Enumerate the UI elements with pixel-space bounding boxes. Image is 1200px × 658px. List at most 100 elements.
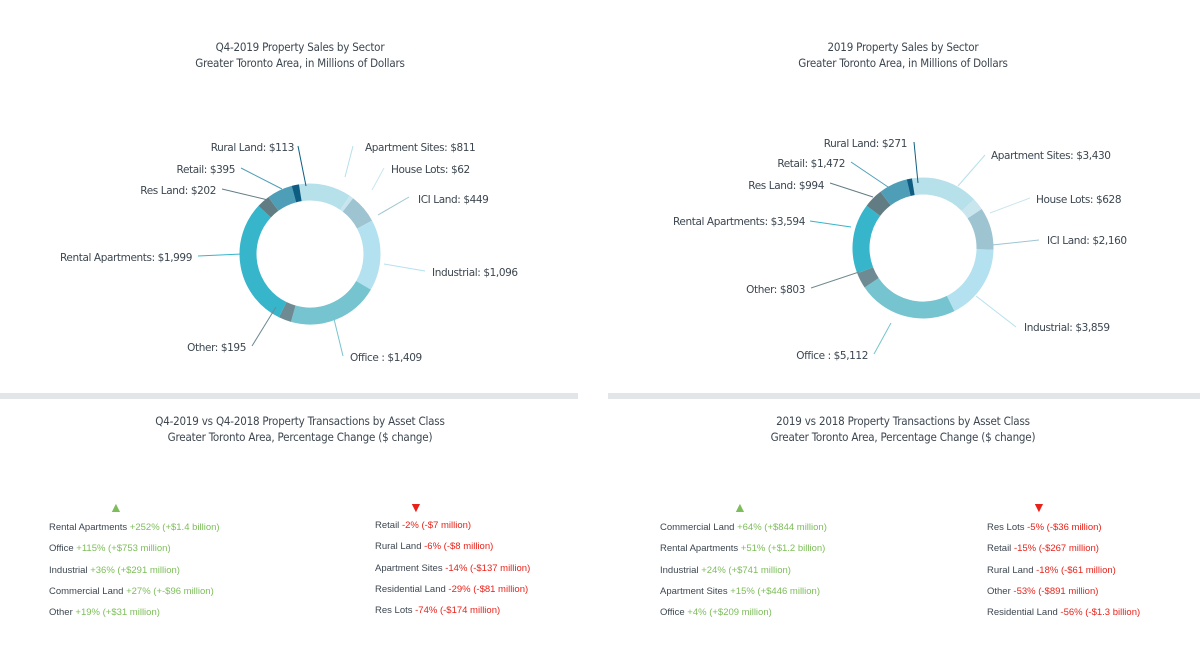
donut-slice-res-land <box>866 191 891 217</box>
donut-slice-ici-land <box>342 198 373 230</box>
slice-label: Industrial: $1,096 <box>432 267 518 279</box>
list-item: Retail -2% (-$7 million) <box>375 520 530 541</box>
leader-line <box>377 196 410 216</box>
leader-line <box>957 154 986 187</box>
section-divider <box>0 393 578 399</box>
asset-class-name: Retail <box>987 543 1012 555</box>
slice-label: House Lots: $62 <box>391 164 470 176</box>
leader-line <box>371 167 385 191</box>
leader-line <box>251 306 277 347</box>
donut-slice-rental-apartments <box>852 205 881 274</box>
asset-class-name: Rural Land <box>375 541 422 553</box>
donut-slice-office <box>290 280 371 325</box>
asset-class-name: Office <box>49 543 74 555</box>
chart-title: 2019 Property Sales by Sector <box>827 40 979 54</box>
list-item: Commercial Land +27% (+-$96 million) <box>49 586 220 607</box>
list-item: Residential Land -56% (-$1.3 billion) <box>987 607 1140 628</box>
change-value: -15% (-$267 million) <box>1013 543 1099 555</box>
change-value: -56% (-$1.3 billion) <box>1060 607 1141 619</box>
slice-label: Rental Apartments: $3,594 <box>673 216 806 228</box>
panel-title-block: 2019 vs 2018 Property Transactions by As… <box>606 413 1200 445</box>
leader-line <box>873 322 892 355</box>
asset-class-name: Industrial <box>49 564 88 576</box>
asset-class-name: Industrial <box>660 564 699 576</box>
slice-label: Office : $5,112 <box>796 350 868 362</box>
list-item: Res Lots -74% (-$174 million) <box>375 605 530 626</box>
change-value: +252% (+$1.4 billion) <box>129 522 220 533</box>
chart-subtitle: Greater Toronto Area, in Millions of Dol… <box>798 56 1008 70</box>
leader-line <box>297 145 307 187</box>
slice-label: Office : $1,409 <box>350 352 422 364</box>
change-value: -74% (-$174 million) <box>415 605 501 617</box>
leader-line <box>240 167 283 190</box>
list-item: Retail -15% (-$267 million) <box>987 543 1140 564</box>
chart-title-block: 2019 Property Sales by Sector Greater To… <box>606 39 1200 71</box>
leader-line <box>989 197 1031 214</box>
change-value: +27% (+-$96 million) <box>126 585 214 597</box>
panel-title: Q4-2019 vs Q4-2018 Property Transactions… <box>155 414 445 428</box>
leader-line <box>810 271 860 289</box>
change-value: -29% (-$81 million) <box>448 583 529 595</box>
asset-class-name: Commercial Land <box>49 585 124 597</box>
leader-line <box>383 263 426 272</box>
leader-line <box>221 188 269 201</box>
asset-class-name: Residential Land <box>375 583 446 595</box>
increase-list: Rental Apartments +252% (+$1.4 billion) … <box>49 522 220 628</box>
change-value: +115% (+$753 million) <box>76 543 171 555</box>
donut-slice-industrial <box>946 248 994 312</box>
slice-label: Industrial: $3,859 <box>1024 322 1110 334</box>
change-value: -6% (-$8 million) <box>424 541 494 553</box>
slice-label: Res Land: $202 <box>140 185 216 197</box>
chart-subtitle: Greater Toronto Area, in Millions of Dol… <box>195 56 405 70</box>
slice-label: Retail: $395 <box>177 164 235 176</box>
list-item: Office +115% (+$753 million) <box>49 543 220 564</box>
slice-label: ICI Land: $449 <box>418 194 488 206</box>
donut-chart: Apartment Sites: $3,430 House Lots: $628 I… <box>673 138 1127 362</box>
donut-slice-rural-land <box>291 184 302 203</box>
asset-class-name: Rental Apartments <box>660 543 739 555</box>
list-item: Apartment Sites +15% (+$446 million) <box>660 586 827 607</box>
asset-class-name: Other <box>987 585 1011 597</box>
slice-label: Apartment Sites: $811 <box>365 142 475 154</box>
donut-slice-house-lots <box>961 199 982 219</box>
list-item: Rural Land -18% (-$61 million) <box>987 565 1140 586</box>
list-item: Other +19% (+$31 million) <box>49 607 220 628</box>
slice-label: Rural Land: $113 <box>211 142 294 154</box>
donut-slice-retail <box>880 179 912 206</box>
leader-line <box>913 141 919 184</box>
change-value: -2% (-$7 million) <box>401 520 472 531</box>
slice-label: Res Land: $994 <box>748 180 824 192</box>
panel-title: 2019 vs 2018 Property Transactions by As… <box>776 414 1030 428</box>
change-value: +64% (+$844 million) <box>737 522 827 533</box>
donut-slice-apartment-sites <box>911 177 974 212</box>
donut-slice-rural-land <box>906 178 915 196</box>
list-item: Residential Land -29% (-$81 million) <box>375 584 530 605</box>
change-value: +4% (+$209 million) <box>687 607 772 619</box>
decrease-list: Retail -2% (-$7 million) Rural Land -6% … <box>375 520 530 626</box>
donut-panel-q4-2019: Q4-2019 Property Sales by Sector Greater… <box>0 0 600 390</box>
asset-class-name: Res Lots <box>987 522 1025 533</box>
asset-class-name: Apartment Sites <box>660 585 728 597</box>
donut-slice-ici-land <box>967 209 994 250</box>
leader-line <box>197 253 243 257</box>
asset-class-name: Office <box>660 607 685 619</box>
slice-label: Other: $195 <box>187 342 246 354</box>
list-item: Apartment Sites -14% (-$137 million) <box>375 563 530 584</box>
slice-label: Rental Apartments: $1,999 <box>60 252 192 264</box>
slice-label: House Lots: $628 <box>1036 194 1121 206</box>
donut-slice-rental-apartments <box>239 205 287 318</box>
asset-class-name: Rental Apartments <box>49 522 128 533</box>
donut-chart: Apartment Sites: $811 House Lots: $62 ICI … <box>60 142 519 364</box>
change-panel-2019: 2019 vs 2018 Property Transactions by As… <box>606 400 1200 658</box>
list-item: Commercial Land +64% (+$844 million) <box>660 522 827 543</box>
asset-class-name: Res Lots <box>375 605 413 617</box>
slice-label: Rural Land: $271 <box>824 138 907 150</box>
donut-slice-res-land <box>258 197 279 218</box>
up-triangle-icon: ▲ <box>733 499 747 515</box>
increase-list: Commercial Land +64% (+$844 million) Ren… <box>660 522 827 628</box>
leader-line <box>344 145 354 178</box>
donut-slice-other <box>278 301 296 322</box>
change-value: +36% (+$291 million) <box>90 564 180 576</box>
panel-title-block: Q4-2019 vs Q4-2018 Property Transactions… <box>0 413 600 445</box>
leader-line <box>829 182 874 198</box>
